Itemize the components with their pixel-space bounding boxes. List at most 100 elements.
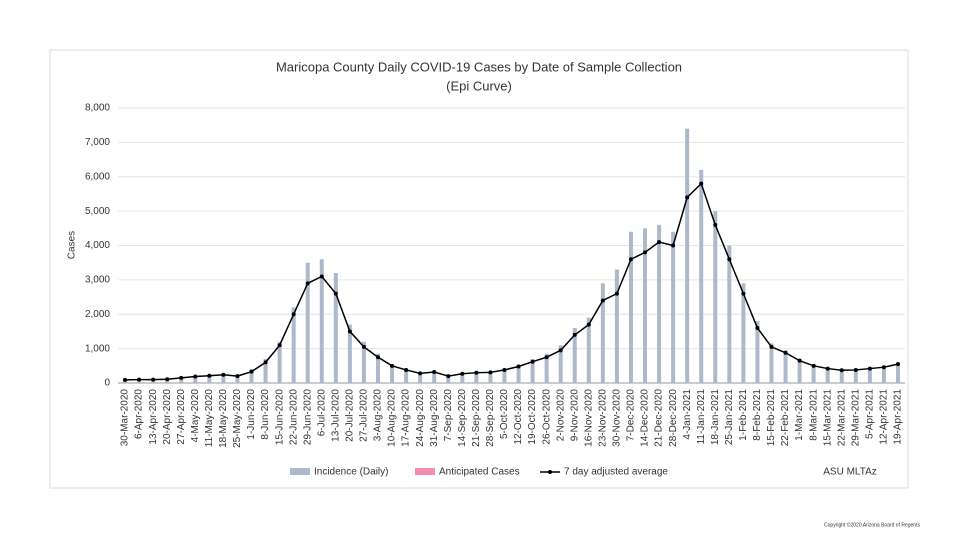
average-point <box>853 367 858 372</box>
legend-swatch <box>290 468 310 475</box>
x-tick-label: 10-Aug-2020 <box>387 389 398 447</box>
bar <box>235 375 240 383</box>
average-point <box>488 370 493 375</box>
bar <box>333 273 338 383</box>
average-point <box>165 377 170 382</box>
y-tick-label: 7,000 <box>85 137 110 148</box>
x-tick-label: 26-Oct-2020 <box>541 389 552 445</box>
x-tick-label: 5-Oct-2020 <box>499 389 510 439</box>
x-tick-label: 20-Jul-2020 <box>345 389 356 442</box>
x-tick-label: 1-Mar-2021 <box>794 389 805 441</box>
average-line <box>125 182 899 381</box>
x-tick-label: 20-Apr-2020 <box>162 389 173 445</box>
x-tick-label: 3-Aug-2020 <box>373 389 384 442</box>
average-point <box>741 291 746 296</box>
bar <box>797 358 802 383</box>
bar <box>614 269 619 383</box>
average-point <box>277 343 282 348</box>
bar <box>811 364 816 383</box>
bar <box>558 345 563 383</box>
average-point <box>811 363 816 368</box>
average-point <box>727 257 732 262</box>
average-point <box>404 367 409 372</box>
x-tick-label: 29-Jun-2020 <box>302 389 313 446</box>
x-tick-label: 18-May-2020 <box>218 389 229 448</box>
x-tick-label: 2-Nov-2020 <box>555 389 566 442</box>
legend-label: 7 day adjusted average <box>564 467 668 478</box>
x-tick-label: 14-Sep-2020 <box>457 389 468 447</box>
bar <box>572 328 577 383</box>
x-tick-label: 25-Jan-2021 <box>724 389 735 446</box>
x-tick-label: 9-Nov-2020 <box>569 389 580 442</box>
bar <box>446 375 451 383</box>
bar <box>460 372 465 383</box>
average-point <box>769 344 774 349</box>
bar <box>375 353 380 383</box>
bar <box>699 169 704 383</box>
average-point <box>460 371 465 376</box>
average-point <box>614 291 619 296</box>
x-tick-label: 24-Aug-2020 <box>415 389 426 447</box>
bar <box>741 283 746 383</box>
average-point <box>797 358 802 363</box>
bar <box>179 377 184 383</box>
x-tick-label: 1-Feb-2021 <box>738 389 749 441</box>
bar <box>305 262 310 383</box>
average-point <box>558 348 563 353</box>
average-point <box>530 359 535 364</box>
x-tick-label: 19-Oct-2020 <box>527 389 538 445</box>
average-point <box>643 250 648 255</box>
average-point <box>839 368 844 373</box>
average-point <box>390 363 395 368</box>
chart-frame <box>49 49 909 489</box>
x-tick-label: 30-Mar-2020 <box>120 389 131 447</box>
legend-label: Anticipated Cases <box>439 467 520 478</box>
average-point <box>179 375 184 380</box>
average-point <box>375 355 380 360</box>
average-point <box>867 366 872 371</box>
x-tick-label: 14-Dec-2020 <box>640 389 651 447</box>
x-tick-label: 16-Nov-2020 <box>583 389 594 447</box>
bar <box>600 283 605 383</box>
legend-label: Incidence (Daily) <box>314 467 388 478</box>
average-point <box>825 366 830 371</box>
average-point <box>291 312 296 317</box>
average-point <box>895 362 900 367</box>
average-point <box>137 377 142 382</box>
bar <box>207 374 212 383</box>
bar <box>643 228 648 383</box>
y-tick-label: 1,000 <box>85 343 110 354</box>
y-axis-label: Cases <box>67 231 78 259</box>
x-tick-label: 13-Apr-2020 <box>148 389 159 445</box>
x-tick-label: 28-Dec-2020 <box>668 389 679 447</box>
bar <box>544 353 549 383</box>
bar <box>221 374 226 383</box>
bar <box>432 370 437 383</box>
bar <box>390 364 395 383</box>
bar <box>263 358 268 383</box>
y-tick-label: 4,000 <box>85 240 110 251</box>
x-tick-label: 30-Nov-2020 <box>612 389 623 447</box>
x-tick-label: 6-Jul-2020 <box>316 389 327 437</box>
average-point <box>755 326 760 330</box>
bar <box>825 367 830 383</box>
x-tick-label: 17-Aug-2020 <box>401 389 412 447</box>
x-tick-label: 7-Sep-2020 <box>443 389 454 442</box>
bar <box>502 368 507 383</box>
average-point <box>432 370 437 374</box>
average-point <box>418 371 423 376</box>
chart-subtitle: (Epi Curve) <box>446 78 512 93</box>
x-tick-label: 8-Mar-2021 <box>808 389 819 441</box>
x-tick-label: 11-Jan-2021 <box>696 389 707 445</box>
y-tick-label: 6,000 <box>85 171 110 182</box>
x-tick-label: 6-Apr-2020 <box>134 389 145 439</box>
average-point <box>713 222 718 227</box>
x-tick-label: 5-Apr-2021 <box>865 389 876 439</box>
bar <box>347 324 352 383</box>
average-point <box>783 350 788 355</box>
x-tick-label: 31-Aug-2020 <box>429 389 440 447</box>
bar <box>628 231 633 383</box>
x-tick-label: 12-Apr-2021 <box>879 389 890 445</box>
x-tick-label: 18-Jan-2021 <box>710 389 721 446</box>
x-tick-label: 13-Jul-2020 <box>330 389 341 442</box>
